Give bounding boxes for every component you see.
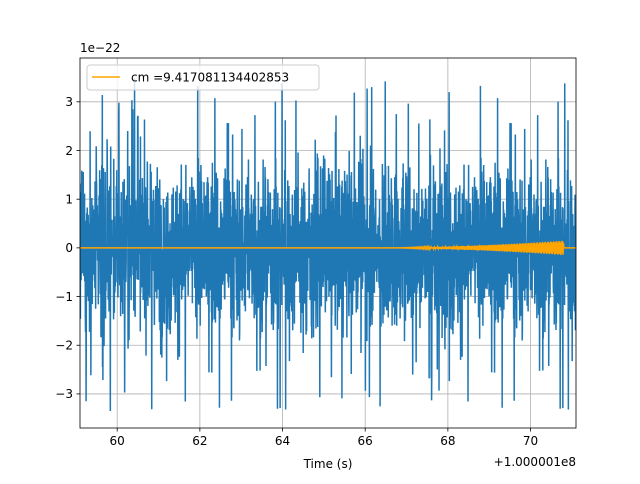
plot-frame <box>79 57 577 429</box>
x-tick-label: 68 <box>440 434 455 448</box>
y-tick-label: −3 <box>55 387 73 401</box>
legend-box <box>86 64 320 91</box>
y-tick-label: 1 <box>65 192 73 206</box>
y-scale-label: 1e−22 <box>80 41 120 55</box>
x-tick-label: 64 <box>275 434 290 448</box>
y-axis-ticks: −3 −2 −1 0 1 2 3 <box>55 95 80 401</box>
x-axis-ticks: 60 62 64 66 68 70 <box>110 428 538 448</box>
y-tick-label: −2 <box>55 339 73 353</box>
y-tick-label: 0 <box>65 241 73 255</box>
x-tick-label: 62 <box>192 434 207 448</box>
y-tick-label: −1 <box>55 290 73 304</box>
x-tick-label: 70 <box>523 434 538 448</box>
x-tick-label: 66 <box>358 434 373 448</box>
x-axis-label: Time (s) <box>303 457 353 471</box>
legend-label-chirp: cm =9.417081134402853 <box>131 71 289 85</box>
legend: cm =9.417081134402853 <box>86 64 320 91</box>
series-noise-line <box>80 78 576 411</box>
x-offset-label: +1.000001e8 <box>494 455 576 469</box>
y-tick-label: 2 <box>65 144 73 158</box>
y-tick-label: 3 <box>65 95 73 109</box>
series-chirp-line <box>80 240 576 255</box>
x-tick-label: 60 <box>110 434 125 448</box>
